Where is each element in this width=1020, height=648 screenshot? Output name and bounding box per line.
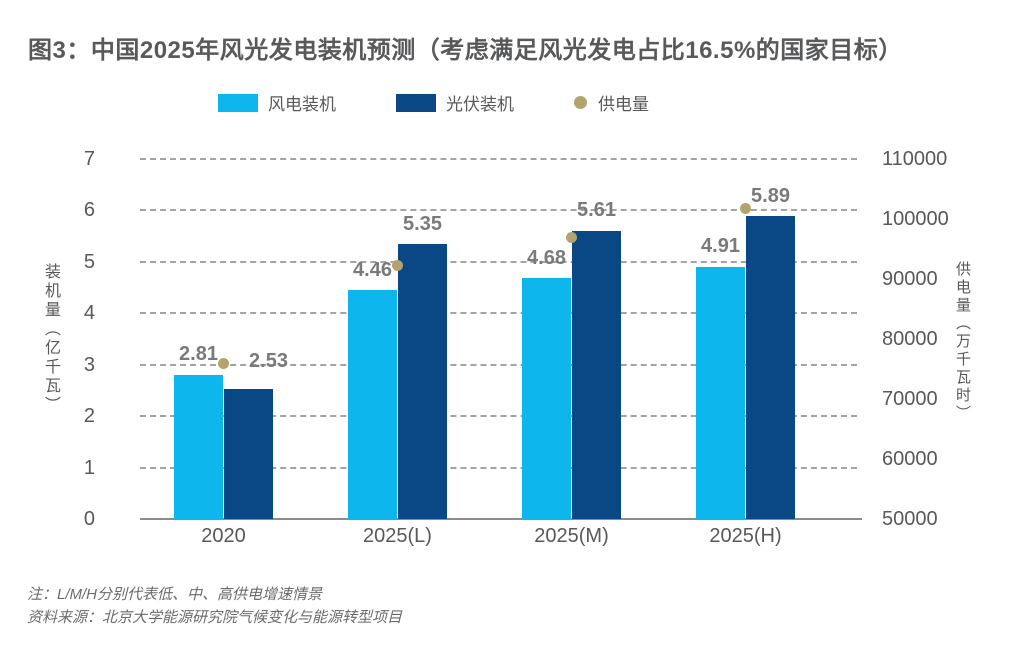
solar-value-label: 2.53 [249, 349, 288, 372]
left-axis-tick: 3 [83, 353, 95, 376]
bar-wind [696, 266, 745, 519]
gridline [140, 209, 857, 212]
supply-point [740, 203, 751, 215]
x-axis-label: 2025(H) [709, 525, 782, 547]
legend-label-wind: 风电装机 [268, 95, 336, 114]
solar-value-label: 5.61 [577, 199, 616, 222]
right-axis-tick: 80000 [882, 328, 938, 350]
bar-wind [522, 278, 571, 519]
x-axis-label: 2020 [201, 525, 246, 547]
legend-item-solar: 光伏装机 [396, 90, 514, 115]
gridline [140, 312, 857, 315]
wind-value-label: 4.46 [353, 258, 392, 281]
source-line: 资料来源：北京大学能源研究院气候变化与能源转型项目 [27, 609, 403, 626]
legend-label-supply: 供电量 [598, 95, 649, 114]
supply-dot-icon [574, 96, 587, 109]
chart-legend: 风电装机 光伏装机 供电量 [218, 90, 649, 115]
bar-wind [174, 374, 223, 519]
left-axis-tick: 0 [83, 508, 95, 530]
supply-point [218, 357, 229, 369]
right-axis-tick: 70000 [882, 388, 938, 410]
right-axis-tick: 90000 [882, 268, 938, 290]
x-axis-line [140, 518, 862, 520]
right-axis-tick: 100000 [882, 208, 949, 230]
wind-value-label: 2.81 [179, 343, 218, 366]
left-axis-tick: 6 [83, 199, 95, 222]
right-axis-tick: 60000 [882, 448, 938, 470]
legend-item-wind: 风电装机 [218, 90, 336, 115]
bar-solar [398, 243, 447, 519]
left-axis-tick: 7 [83, 148, 95, 170]
left-axis-tick: 5 [83, 250, 95, 273]
figure-title: 图3：中国2025年风光发电装机预测（考虑满足风光发电占比16.5%的国家目标） [28, 37, 903, 64]
solar-swatch-icon [396, 93, 436, 112]
left-axis-title: 装机量（亿千瓦） [42, 263, 59, 415]
left-axis-tick: 4 [83, 302, 95, 325]
plot-area: 2.81 2.53 4.46 5.35 4.68 5.61 4.91 5.89 [140, 158, 862, 520]
bar-solar [224, 388, 273, 519]
gridline [140, 158, 857, 160]
solar-value-label: 5.89 [751, 185, 790, 208]
right-axis-title: 供电量（万千瓦时） [954, 261, 971, 423]
bar-solar [746, 216, 795, 519]
wind-swatch-icon [218, 93, 258, 112]
solar-value-label: 5.35 [403, 212, 442, 235]
left-axis-tick: 1 [83, 456, 95, 479]
bar-solar [572, 230, 621, 519]
wind-value-label: 4.91 [701, 235, 740, 258]
left-axis-tick: 2 [83, 405, 95, 428]
right-axis-tick: 50000 [882, 508, 938, 530]
wind-value-label: 4.68 [527, 247, 566, 270]
gridline [140, 415, 857, 418]
note-line: 注：L/M/H分别代表低、中、高供电增速情景 [27, 586, 323, 603]
legend-item-supply: 供电量 [574, 90, 649, 115]
gridline [140, 363, 857, 366]
right-axis-tick: 110000 [882, 148, 948, 170]
x-axis-label: 2025(L) [363, 525, 432, 547]
supply-point [392, 259, 403, 271]
bar-wind [348, 289, 397, 519]
x-axis-label: 2025(M) [534, 525, 609, 547]
supply-point [566, 231, 577, 243]
legend-label-solar: 光伏装机 [446, 95, 514, 114]
gridline [140, 466, 857, 469]
gridline [140, 260, 857, 263]
